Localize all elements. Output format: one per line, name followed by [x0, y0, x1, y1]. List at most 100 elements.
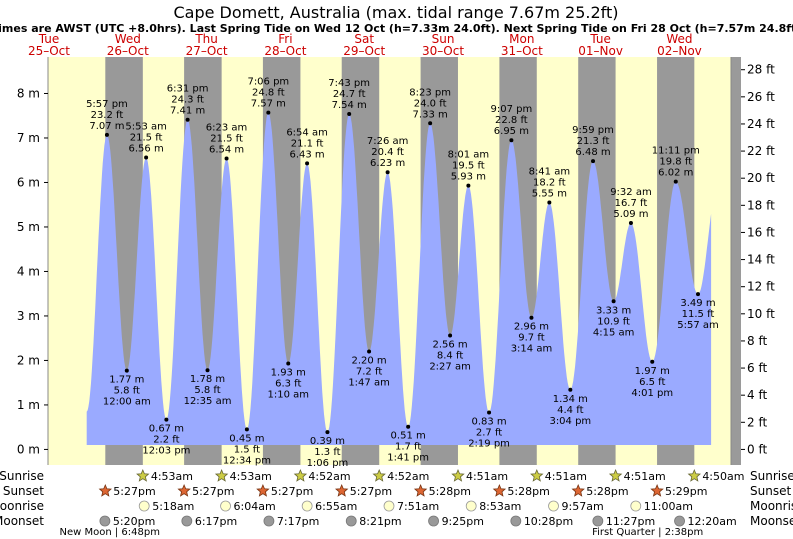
sunset-time: 5:27pm — [113, 485, 155, 498]
sunrise-icon — [136, 468, 150, 482]
tide-label-high: 8:23 pm — [409, 87, 451, 98]
tide-curve — [86, 112, 712, 445]
tide-label-high: 7:43 pm — [328, 78, 370, 89]
tide-label-high: 24.8 ft — [252, 88, 285, 99]
tide-label-low: 0.45 m — [229, 433, 264, 444]
tide-label-high: 16.7 ft — [615, 198, 648, 209]
tide-label-high: 18.2 ft — [533, 177, 566, 188]
tide-label-high: 8:01 am — [448, 150, 490, 161]
moonset-icon — [263, 515, 275, 527]
moonset-time: 5:20pm — [113, 515, 155, 528]
tide-label-high: 6.02 m — [658, 168, 693, 179]
tide-label-low: 12:00 am — [103, 397, 151, 408]
sunrise-time: 4:52am — [387, 470, 429, 483]
tide-label-low: 2.2 ft — [153, 435, 179, 446]
tide-label-low: 3:04 pm — [549, 416, 591, 427]
tide-point — [104, 132, 109, 137]
day-name: Fri — [278, 32, 292, 46]
tide-label-low: 3.33 m — [596, 305, 631, 316]
y-tick-label-m: 7 m — [17, 131, 40, 145]
tide-label-low: 1.93 m — [271, 368, 306, 379]
y-tick-label-ft: 4 ft — [747, 388, 767, 402]
tide-label-low: 12:34 pm — [223, 455, 271, 466]
sunrise-icon — [214, 468, 229, 482]
tide-label-low: 0.83 m — [471, 416, 506, 427]
y-tick-label-ft: 6 ft — [747, 361, 767, 375]
tide-label-high: 19.8 ft — [659, 157, 692, 168]
row-label-left: Sunrise — [0, 469, 44, 483]
tide-label-high: 24.0 ft — [414, 98, 447, 109]
tide-point — [385, 170, 390, 175]
moonrise-time: 8:53am — [479, 500, 521, 513]
tide-label-low: 5:57 am — [677, 320, 719, 331]
sunrise-icon — [372, 468, 386, 482]
moonset-time: 7:17pm — [277, 515, 319, 528]
y-tick-label-ft: 20 ft — [747, 171, 775, 185]
tide-label-high: 6:31 pm — [167, 84, 209, 95]
day-name: Sat — [354, 32, 374, 46]
moonrise-icon — [465, 500, 477, 512]
tide-label-high: 6.95 m — [494, 126, 529, 137]
tide-label-high: 9:59 pm — [572, 125, 614, 136]
y-tick-label-ft: 10 ft — [747, 307, 775, 321]
y-axes: 8 m 7 m 6 m 5 m 4 m 3 m 2 m 1 m 0 m 28 ft 26 ft 24 … — [17, 57, 775, 465]
tide-label-high: 7.07 m — [89, 121, 124, 132]
y-tick-label-m: 0 m — [17, 442, 40, 456]
tide-point — [124, 368, 129, 373]
tide-label-low: 1.7 ft — [395, 442, 421, 453]
y-tick-label-m: 2 m — [17, 353, 40, 367]
y-tick-label-m: 4 m — [17, 264, 40, 278]
moonset-time: 12:20am — [688, 515, 737, 528]
tide-point — [509, 138, 514, 143]
tide-label-low: 7.2 ft — [356, 367, 382, 378]
moonrise-icon — [548, 500, 559, 512]
tide-label-low: 1:10 am — [268, 390, 310, 401]
tide-point — [347, 111, 352, 116]
tide-label-high: 21.1 ft — [291, 138, 324, 149]
moonrise-icon — [383, 500, 395, 512]
tide-label-high: 9:32 am — [610, 187, 652, 198]
tide-point — [305, 161, 310, 166]
y-tick-label-ft: 14 ft — [747, 253, 775, 267]
y-tick-label-ft: 26 ft — [747, 90, 775, 104]
tide-label-low: 1:47 am — [348, 378, 390, 389]
row-label-right: Sunset — [750, 484, 791, 498]
tide-label-low: 1.34 m — [553, 394, 588, 405]
tide-label-low: 2.20 m — [351, 356, 386, 367]
day-name: Wed — [666, 32, 692, 46]
y-tick-label-ft: 12 ft — [747, 280, 775, 294]
y-tick-label-ft: 22 ft — [747, 144, 775, 158]
chart-title: Cape Domett, Australia (max. tidal range… — [173, 3, 618, 22]
tide-label-low: 1.77 m — [109, 375, 144, 386]
tide-point — [428, 121, 433, 126]
sunrise-icon — [451, 468, 465, 482]
y-tick-label-ft: 18 ft — [747, 198, 775, 212]
sunset-icon — [177, 483, 191, 497]
tide-label-low: 2.96 m — [514, 322, 549, 333]
tide-label-high: 5:57 pm — [86, 99, 128, 110]
y-tick-label-ft: 16 ft — [747, 225, 775, 239]
day-date: 28–Oct — [264, 44, 306, 58]
tide-point — [568, 387, 573, 392]
moonset-time: 9:25pm — [442, 515, 484, 528]
tide-label-low: 0.67 m — [149, 424, 184, 435]
moonset-icon — [345, 515, 357, 527]
tide-label-high: 19.5 ft — [452, 161, 485, 172]
tide-label-high: 21.5 ft — [210, 133, 243, 144]
tide-label-low: 6.5 ft — [639, 377, 665, 388]
sunset-icon — [492, 483, 507, 497]
row-label-right: Moonrise — [750, 499, 793, 513]
y-tick-label-ft: 28 ft — [747, 63, 775, 77]
tide-point — [286, 361, 291, 366]
tide-label-low: 6.3 ft — [275, 379, 301, 390]
tide-label-high: 20.4 ft — [371, 147, 404, 158]
sun-moon-rows: SunriseSunriseSunsetSunsetMoonriseMoonri… — [0, 468, 793, 538]
sunrise-icon — [530, 468, 544, 482]
tide-label-low: 4:01 pm — [631, 388, 673, 399]
tide-point — [448, 333, 453, 338]
sunset-icon — [571, 483, 585, 497]
tide-label-low: 1.5 ft — [234, 444, 260, 455]
moonset-time: 6:17pm — [195, 515, 237, 528]
tide-label-low: 1:06 pm — [307, 458, 349, 469]
